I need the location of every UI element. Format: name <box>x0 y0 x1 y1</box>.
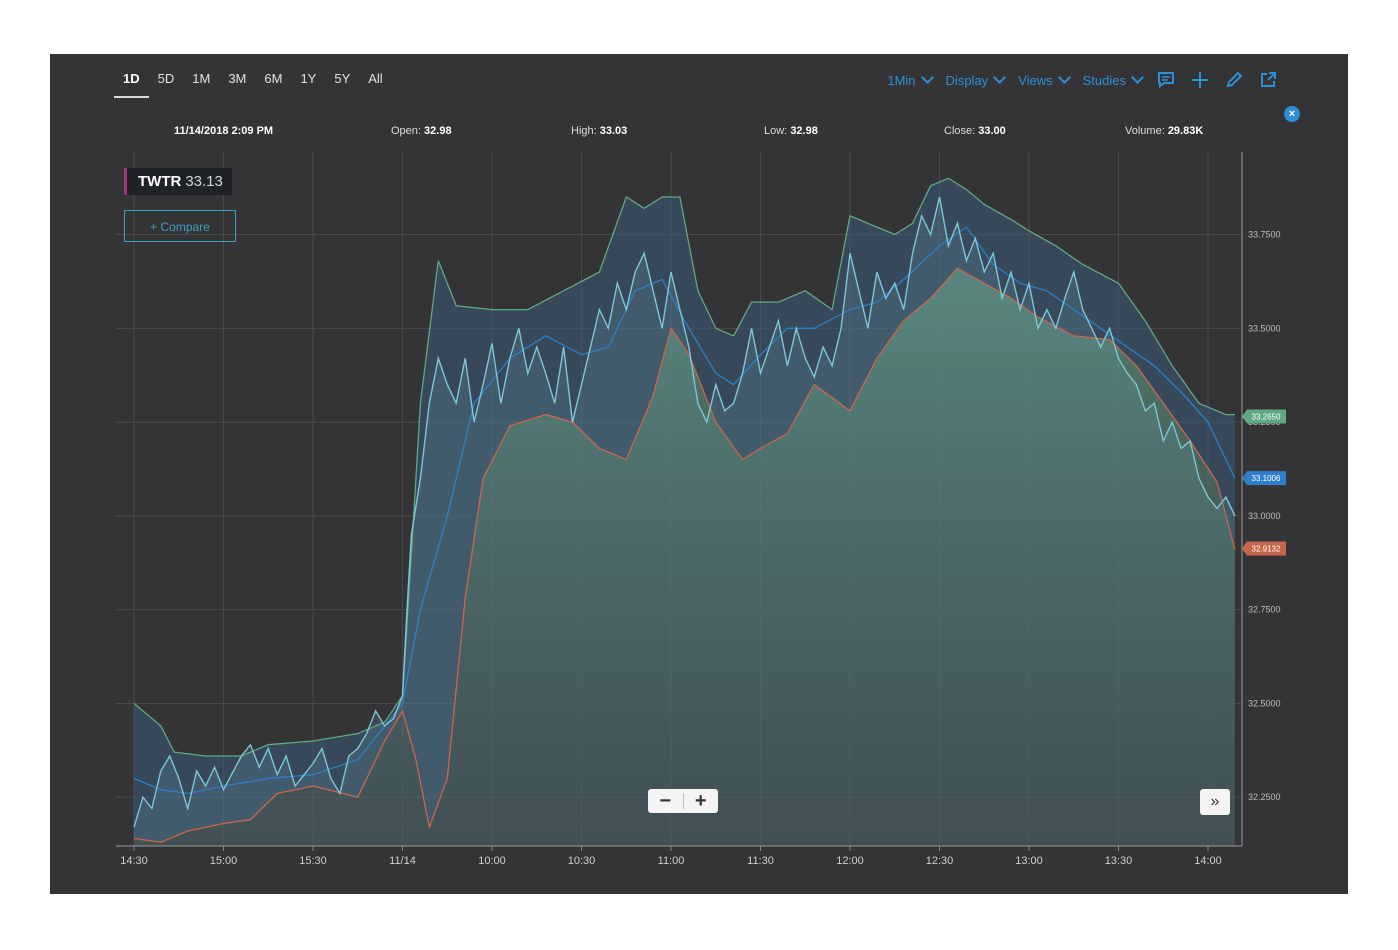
display-menu[interactable]: Display <box>946 71 1007 88</box>
info-datetime: 11/14/2018 2:09 PM <box>174 125 274 137</box>
info-low: Low: 32.98 <box>764 125 818 137</box>
x-tick-label: 13:00 <box>1015 855 1043 867</box>
range-all[interactable]: All <box>368 71 383 86</box>
svg-text:32.9132: 32.9132 <box>1252 544 1281 553</box>
share-external-icon[interactable] <box>1258 70 1278 90</box>
y-tick-label: 33.0000 <box>1248 511 1281 521</box>
x-tick-label: 15:30 <box>299 855 327 867</box>
pencil-icon[interactable] <box>1224 70 1244 90</box>
interval-menu[interactable]: 1Min <box>887 71 934 88</box>
x-tick-label: 15:00 <box>210 855 238 867</box>
x-tick-label: 12:00 <box>836 855 864 867</box>
range-5d[interactable]: 5D <box>157 71 175 86</box>
info-volume: Volume: 29.83K <box>1125 125 1204 137</box>
lower-area-fill <box>134 268 1235 846</box>
y-tick-label: 33.7500 <box>1248 230 1281 240</box>
range-3m[interactable]: 3M <box>228 71 247 86</box>
range-selector: 1D 5D 1M 3M 6M 1Y 5Y All <box>114 70 392 100</box>
crosshair-plus-icon[interactable] <box>1190 70 1210 90</box>
x-tick-label: 10:00 <box>478 855 506 867</box>
series-moving-average <box>133 226 1236 795</box>
series-upper-band <box>133 177 1235 757</box>
range-1m[interactable]: 1M <box>192 71 211 86</box>
zoom-out-button[interactable]: − <box>659 790 672 812</box>
y-tick-label: 33.5000 <box>1248 323 1281 333</box>
quote-info-bar: 11/14/2018 2:09 PM Open: 32.98 High: 33.… <box>116 125 1236 141</box>
chevron-down-icon <box>993 71 1007 84</box>
x-tick-label: 14:00 <box>1194 855 1222 867</box>
x-tick-label: 11:00 <box>658 855 685 867</box>
range-1y[interactable]: 1Y <box>300 71 317 86</box>
views-menu[interactable]: Views <box>1018 71 1071 88</box>
zoom-separator <box>682 793 684 809</box>
svg-text:33.2650: 33.2650 <box>1252 412 1281 421</box>
price-tag: 33.1006 <box>1242 471 1286 486</box>
scroll-to-latest-button[interactable]: » <box>1200 789 1230 815</box>
x-tick-label: 12:30 <box>926 855 954 867</box>
chart-menus: 1Min Display Views Studies <box>887 70 1278 90</box>
x-tick-label: 10:30 <box>568 855 596 867</box>
chart-lines <box>133 177 1236 843</box>
symbol-label: TWTR 33.13 <box>124 168 232 195</box>
chevron-down-icon <box>1131 71 1144 84</box>
y-tick-label: 32.7500 <box>1248 605 1281 615</box>
price-area-fill <box>134 197 1235 846</box>
info-close: Close: 33.00 <box>944 125 1006 137</box>
compare-button[interactable]: + Compare <box>124 210 236 242</box>
range-5y[interactable]: 5Y <box>334 71 351 86</box>
zoom-in-button[interactable]: + <box>694 790 707 812</box>
chevron-down-icon <box>1057 71 1071 84</box>
price-tag: 32.9132 <box>1242 541 1286 556</box>
series-lower-band <box>133 267 1236 843</box>
info-high: High: 33.03 <box>571 125 628 137</box>
chevron-down-icon <box>920 71 934 84</box>
bollinger-bands <box>134 178 1235 846</box>
range-6m[interactable]: 6M <box>264 71 283 86</box>
studies-menu[interactable]: Studies <box>1083 71 1144 88</box>
info-open: Open: 32.98 <box>391 125 452 137</box>
series-price <box>133 196 1236 828</box>
close-icon[interactable]: × <box>1284 106 1300 122</box>
svg-text:33.1006: 33.1006 <box>1252 474 1281 483</box>
band-fill <box>134 178 1235 843</box>
x-tick-label: 11/14 <box>389 855 416 867</box>
range-1d[interactable]: 1D <box>114 70 149 98</box>
x-tick-label: 13:30 <box>1105 855 1133 867</box>
x-tick-label: 11:30 <box>747 855 774 867</box>
y-tick-label: 32.2500 <box>1248 792 1281 802</box>
y-tick-label: 32.5000 <box>1248 698 1281 708</box>
chart-axes: 14:30 15:00 15:30 11/14 10:00 10:30 11:00 11:30… <box>116 152 1286 867</box>
comment-icon[interactable] <box>1156 70 1176 90</box>
x-tick-label: 14:30 <box>120 855 148 867</box>
zoom-controls: − + <box>648 789 718 813</box>
price-tag: 33.2650 <box>1242 409 1286 424</box>
